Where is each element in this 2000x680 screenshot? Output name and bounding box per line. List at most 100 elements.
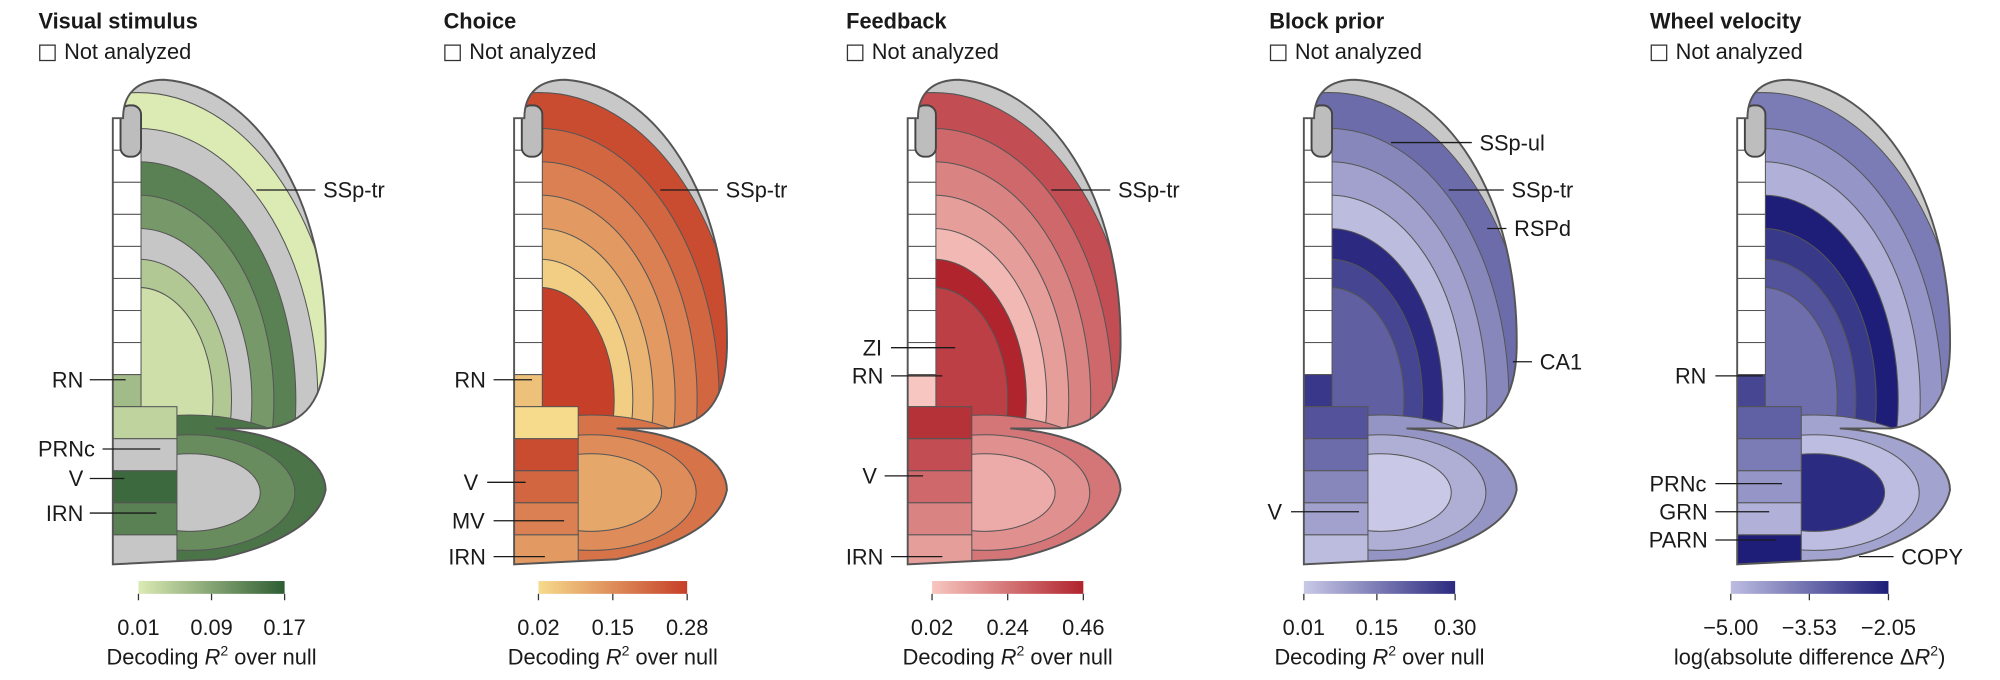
brain-region xyxy=(1303,534,1369,565)
brain-region xyxy=(1737,502,1802,536)
region-label: RN xyxy=(852,364,883,389)
region-label: V xyxy=(69,466,84,491)
legend-text: Not analyzed xyxy=(1295,39,1422,64)
brain-region xyxy=(1743,104,1767,158)
brain-region xyxy=(112,181,142,215)
brain-region xyxy=(119,104,142,158)
brain-region xyxy=(112,277,142,312)
label-var: R xyxy=(1001,644,1017,669)
brain-region xyxy=(1303,470,1369,504)
brain-region xyxy=(112,502,178,536)
region-label: ZI xyxy=(863,335,882,360)
brain-region xyxy=(514,310,543,344)
region-label: SSp-tr xyxy=(323,178,385,203)
brain-region xyxy=(112,438,178,472)
brain-region xyxy=(112,470,178,504)
brain-map xyxy=(513,78,728,566)
brain-map xyxy=(1302,78,1518,566)
brain-region xyxy=(514,245,543,279)
brain-region xyxy=(1303,374,1333,408)
label-part: over null xyxy=(228,644,316,669)
label-var: R xyxy=(1914,644,1930,669)
legend-text: Not analyzed xyxy=(64,39,191,64)
colorbar xyxy=(138,581,285,594)
brain-region xyxy=(112,310,142,344)
region-label: RN xyxy=(52,367,83,392)
region-label: IRN xyxy=(46,501,84,526)
brain-region xyxy=(907,406,973,440)
brain-region xyxy=(1303,342,1333,376)
brain-region xyxy=(914,104,937,158)
region-label: GRN xyxy=(1659,499,1707,524)
brain-region xyxy=(1303,406,1369,440)
panel: Choice Not analyzed SSp-tr RN V MV IRN 0.02 0.15… xyxy=(444,8,788,669)
label-var: R xyxy=(606,644,622,669)
colorbar xyxy=(1730,581,1889,594)
brain-region xyxy=(1737,406,1802,440)
label-part: Decoding xyxy=(903,644,1001,669)
brain-region xyxy=(514,438,579,472)
region-label: CA1 xyxy=(1540,349,1582,374)
legend-box xyxy=(1650,44,1668,62)
brain-region xyxy=(1303,310,1333,344)
panel-title: Visual stimulus xyxy=(38,8,197,33)
brain-region xyxy=(514,277,543,312)
panel: Visual stimulus Not analyzed SSp-tr RN PRNc V… xyxy=(38,8,385,669)
brain-region xyxy=(907,502,973,536)
brain-region xyxy=(112,406,178,440)
brain-region xyxy=(907,181,937,215)
brain-region xyxy=(907,374,937,408)
colorbar-label: Decoding R2 over null xyxy=(508,642,718,669)
colorbar-label: Decoding R2 over null xyxy=(903,642,1113,669)
region-label: SSp-tr xyxy=(1118,178,1180,203)
panel: Wheel velocity Not analyzed RN PRNc GRN PARN C… xyxy=(1649,8,1964,669)
brain-region xyxy=(907,534,973,565)
colorbar-tick-label: 0.17 xyxy=(263,615,305,640)
brain-region xyxy=(1737,213,1766,247)
legend-box xyxy=(846,44,864,62)
brain-region xyxy=(1737,374,1766,408)
brain-region xyxy=(1303,277,1333,312)
colorbar-label: Decoding R2 over null xyxy=(1274,642,1484,669)
brain-region xyxy=(1303,245,1333,279)
panel: Block prior Not analyzed SSp-ul SSp-tr RSPd C… xyxy=(1268,8,1583,669)
brain-map xyxy=(906,78,1122,566)
brain-region xyxy=(112,213,142,247)
label-var: R xyxy=(205,644,221,669)
legend-box xyxy=(39,44,56,62)
label-sup: 2 xyxy=(220,642,228,658)
region-label: MV xyxy=(452,508,485,533)
legend-text: Not analyzed xyxy=(1676,39,1803,64)
label-part: over null xyxy=(629,644,717,669)
brain-region xyxy=(514,342,543,376)
brain-region xyxy=(1737,181,1766,215)
label-sup: 2 xyxy=(1930,642,1938,658)
brain-region xyxy=(514,406,579,440)
brain-region xyxy=(1303,181,1333,215)
label-part: Decoding xyxy=(508,644,606,669)
colorbar-label: Decoding R2 over null xyxy=(107,642,317,669)
brain-region xyxy=(907,245,937,279)
colorbar xyxy=(932,581,1084,594)
brain-region xyxy=(1737,470,1802,504)
brain-region xyxy=(907,438,973,472)
region-label: COPY xyxy=(1901,544,1963,569)
brain-region xyxy=(514,534,579,565)
label-part: Decoding xyxy=(107,644,205,669)
brain-region xyxy=(514,181,543,215)
region-label: RN xyxy=(1675,364,1706,389)
label-part: log(absolute difference Δ xyxy=(1674,644,1915,669)
colorbar xyxy=(1303,581,1456,594)
legend-box xyxy=(444,44,461,62)
colorbar-tick-label: 0.15 xyxy=(592,615,634,640)
label-sup: 2 xyxy=(1016,642,1024,658)
label-part: over null xyxy=(1396,644,1484,669)
colorbar-tick-label: −2.05 xyxy=(1861,615,1916,640)
colorbar-tick-label: 0.09 xyxy=(190,615,232,640)
region-label: SSp-tr xyxy=(1512,178,1574,203)
colorbar-tick-label: 0.30 xyxy=(1434,615,1476,640)
brain-outline xyxy=(1736,78,1951,566)
label-part: Decoding xyxy=(1274,644,1372,669)
